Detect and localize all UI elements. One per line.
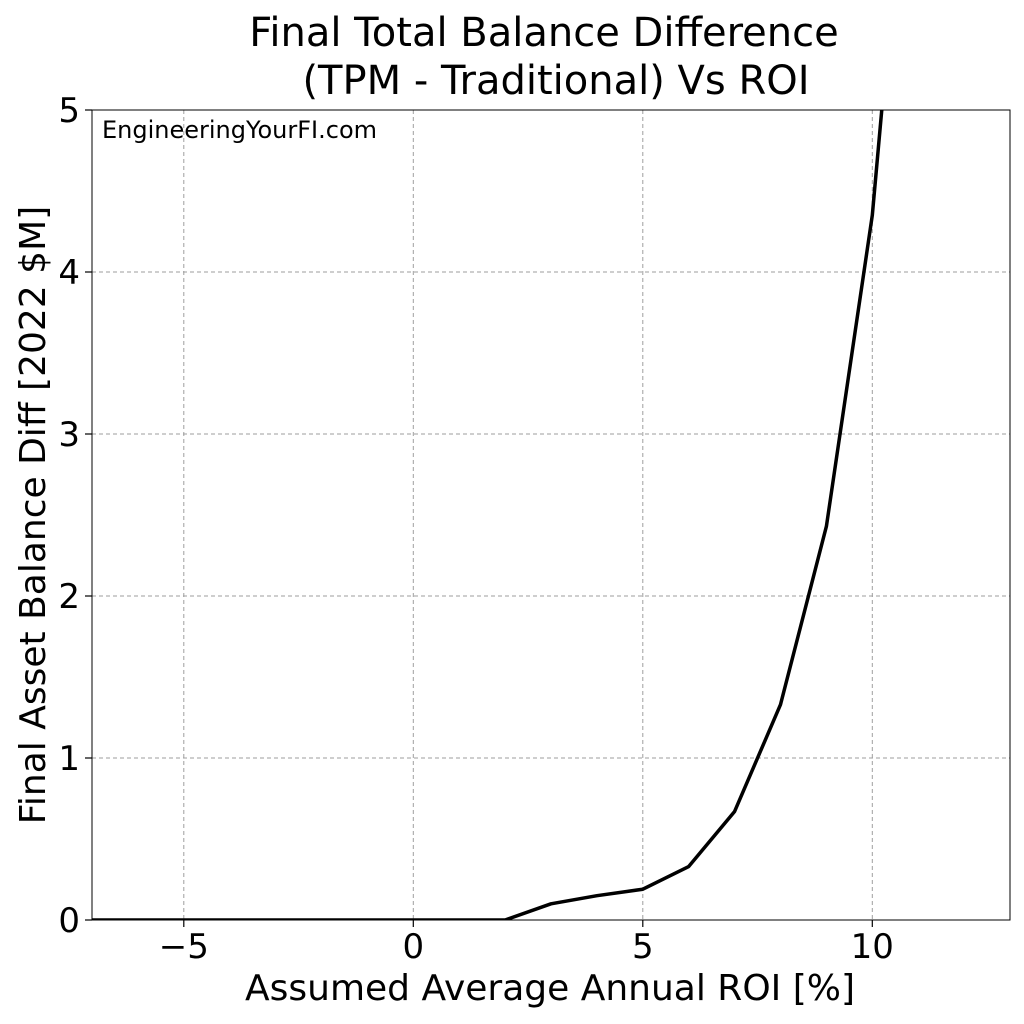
y-tick-label: 5 [58, 91, 80, 131]
y-tick-label: 3 [58, 415, 80, 455]
chart-title-line2: (TPM - Traditional) Vs ROI [302, 58, 809, 104]
y-tick-label: 4 [58, 253, 80, 293]
series-line [92, 110, 884, 920]
y-axis-label: Final Asset Balance Diff [2022 $M] [13, 206, 54, 824]
plot-frame [91, 109, 1011, 921]
chart-title-line1: Final Total Balance Difference [249, 10, 839, 56]
y-ticks: 0 1 2 3 4 5 [58, 91, 92, 941]
y-tick-label: 0 [58, 901, 80, 941]
grid-lines [92, 109, 1010, 921]
x-tick-label: 0 [402, 927, 424, 967]
x-tick-label: −5 [159, 927, 209, 967]
x-ticks: −5 0 5 10 [159, 920, 894, 967]
x-tick-label: 10 [851, 927, 894, 967]
x-tick-label: 5 [632, 927, 654, 967]
x-axis-label: Assumed Average Annual ROI [%] [245, 968, 855, 1009]
y-tick-label: 1 [58, 739, 80, 779]
y-tick-label: 2 [58, 577, 80, 617]
watermark-annotation: EngineeringYourFI.com [102, 116, 377, 144]
